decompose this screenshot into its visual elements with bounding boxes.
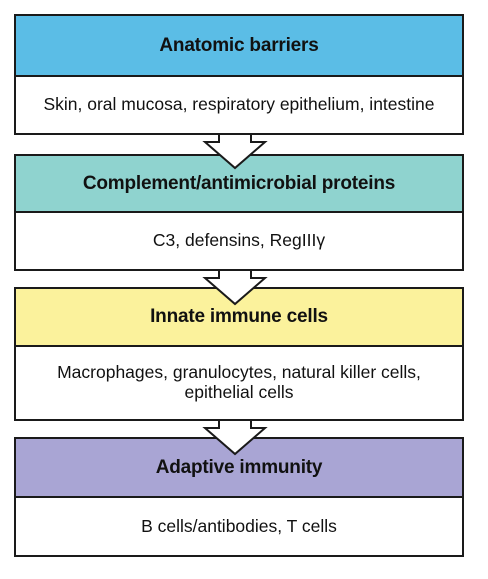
down-arrow-icon	[202, 419, 268, 456]
down-arrow-icon	[202, 269, 268, 306]
stage-innate-immune-cells: Innate immune cells Macrophages, granulo…	[14, 287, 464, 421]
stage-anatomic-barriers: Anatomic barriers Skin, oral mucosa, res…	[14, 14, 464, 135]
stage-title: Anatomic barriers	[16, 16, 462, 77]
stage-description: B cells/antibodies, T cells	[141, 515, 337, 536]
stage-description: Skin, oral mucosa, respiratory epitheliu…	[43, 94, 435, 114]
stage-adaptive-immunity: Adaptive immunity B cells/antibodies, T …	[14, 437, 464, 557]
stage-description: Macrophages, granulocytes, natural kille…	[57, 362, 421, 402]
down-arrow-icon	[202, 133, 268, 170]
stage-complement-antimicrobial-proteins: Complement/antimicrobial proteins C3, de…	[14, 154, 464, 271]
stage-description: C3, defensins, RegIIIγ	[152, 230, 326, 250]
